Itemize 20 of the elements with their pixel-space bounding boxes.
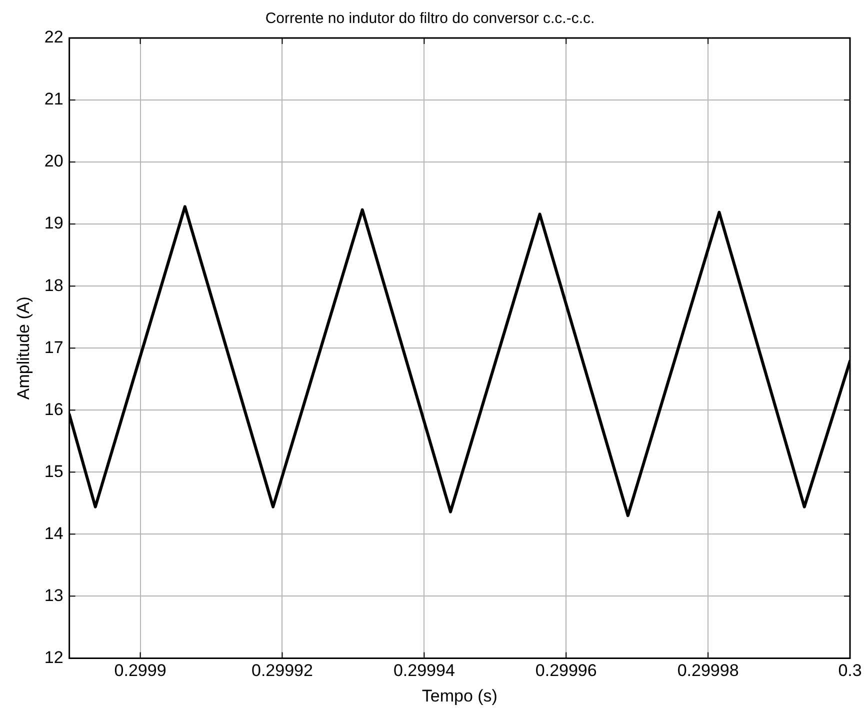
y-tick-label: 17 (44, 338, 64, 357)
y-tick-label: 18 (44, 276, 64, 295)
chart-title: Corrente no indutor do filtro do conversor c.c.-c.c. (265, 10, 595, 28)
x-tick-label: 0.29992 (252, 661, 313, 680)
x-tick-label: 0.29996 (535, 661, 597, 680)
y-axis-title: Amplitude (A) (14, 296, 33, 400)
x-tick-label: 0.29998 (677, 661, 739, 680)
y-tick-label: 13 (44, 586, 64, 605)
x-axis-title: Tempo (s) (422, 686, 498, 706)
y-tick-label: 12 (44, 648, 64, 667)
x-tick-label: 0.3 (838, 661, 862, 680)
y-tick-label: 15 (44, 462, 64, 481)
y-tick-label: 16 (44, 400, 64, 419)
y-tick-label: 22 (44, 28, 64, 47)
y-tick-label: 14 (44, 524, 64, 543)
x-tick-label: 0.29994 (393, 661, 455, 680)
y-tick-label: 21 (44, 90, 64, 109)
y-tick-label: 20 (44, 152, 64, 171)
x-tick-label: 0.2999 (114, 661, 166, 680)
y-tick-label: 19 (44, 214, 64, 233)
